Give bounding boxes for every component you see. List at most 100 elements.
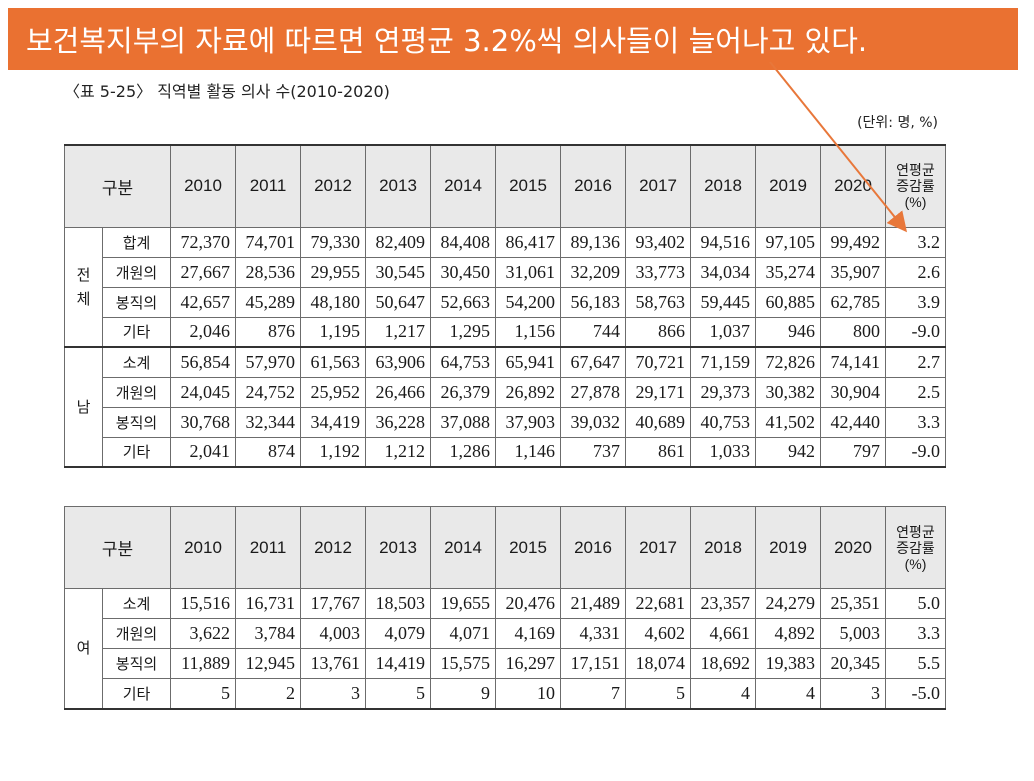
row-group-char: 체 — [76, 289, 91, 308]
cell-value: 4,661 — [690, 618, 756, 649]
cell-value: 36,228 — [365, 406, 431, 438]
table-header-row: 구분 2010 2011 2012 2013 2014 2015 2016 2017 2018 20… — [64, 144, 946, 228]
cell-value: 29,171 — [625, 376, 691, 408]
cell-value: 18,503 — [365, 588, 431, 619]
row-category: 봉직의 — [102, 648, 171, 679]
cell-value: 17,151 — [560, 648, 626, 679]
cell-value: 800 — [820, 316, 886, 348]
cell-value: 866 — [625, 316, 691, 348]
header-year: 2017 — [625, 506, 691, 589]
cell-value: 4 — [690, 678, 756, 709]
cell-avg-growth: 5.5 — [885, 648, 946, 679]
cell-value: 26,892 — [495, 376, 561, 408]
table-row: 봉직의 42,657 45,289 48,180 50,647 52,663 54,200 5… — [65, 286, 946, 318]
header-year: 2015 — [495, 506, 561, 589]
cell-value: 876 — [235, 316, 301, 348]
cell-value: 1,286 — [430, 436, 496, 468]
row-group-char: 여 — [76, 639, 91, 658]
cell-value: 9 — [430, 678, 496, 709]
cell-value: 4,169 — [495, 618, 561, 649]
cell-value: 19,655 — [430, 588, 496, 619]
cell-value: 61,563 — [300, 346, 366, 378]
row-group-char: 전 — [76, 265, 91, 284]
cell-value: 58,763 — [625, 286, 691, 318]
cell-value: 64,753 — [430, 346, 496, 378]
header-avg-line: 연평균 — [896, 523, 935, 540]
cell-value: 97,105 — [755, 226, 821, 258]
table-physicians-female: 구분 2010 2011 2012 2013 2014 2015 2016 2017 2018 20… — [64, 506, 946, 710]
cell-value: 4,071 — [430, 618, 496, 649]
header-year: 2015 — [495, 144, 561, 228]
header-avg-line: 증감률 — [896, 178, 935, 195]
cell-value: 62,785 — [820, 286, 886, 318]
cell-value: 63,906 — [365, 346, 431, 378]
row-category: 봉직의 — [102, 286, 171, 318]
table-row: 기타 2,046 876 1,195 1,217 1,295 1,156 744 866 1,03… — [64, 316, 946, 348]
table-row: 개원의 3,622 3,784 4,003 4,079 4,071 4,169 4,331 4,… — [65, 618, 946, 649]
cell-value: 84,408 — [430, 226, 496, 258]
annotation-banner: 보건복지부의 자료에 따르면 연평균 3.2%씩 의사들이 늘어나고 있다. — [8, 8, 1018, 70]
cell-value: 40,689 — [625, 406, 691, 438]
header-year: 2018 — [690, 506, 756, 589]
cell-value: 5 — [365, 678, 431, 709]
cell-value: 56,854 — [170, 346, 236, 378]
cell-value: 946 — [755, 316, 821, 348]
header-avg-line: (%) — [904, 555, 927, 572]
cell-value: 737 — [560, 436, 626, 468]
cell-avg-growth: 3.3 — [885, 618, 946, 649]
table-row: 전 체 합계 72,370 74,701 79,330 82,409 84,408 86,417… — [64, 226, 946, 348]
cell-value: 45,289 — [235, 286, 301, 318]
cell-value: 1,192 — [300, 436, 366, 468]
cell-value: 5 — [170, 678, 236, 709]
cell-avg-growth: -9.0 — [885, 316, 946, 348]
cell-value: 35,274 — [755, 256, 821, 288]
cell-value: 4,003 — [300, 618, 366, 649]
table-caption: 〈표 5-25〉 직역별 활동 의사 수(2010-2020) — [64, 82, 390, 101]
row-category: 개원의 — [102, 376, 171, 408]
header-year: 2012 — [300, 144, 366, 228]
header-year: 2011 — [235, 144, 301, 228]
row-category: 기타 — [102, 316, 171, 348]
cell-value: 30,768 — [170, 406, 236, 438]
cell-value: 1,146 — [495, 436, 561, 468]
cell-value: 1,037 — [690, 316, 756, 348]
cell-avg-growth: 2.6 — [885, 256, 946, 288]
cell-value: 40,753 — [690, 406, 756, 438]
row-category: 봉직의 — [102, 406, 171, 438]
table-header-row: 구분 2010 2011 2012 2013 2014 2015 2016 2017 2018 20… — [64, 506, 946, 589]
header-year: 2020 — [820, 144, 886, 228]
cell-value: 4 — [755, 678, 821, 709]
cell-value: 30,450 — [430, 256, 496, 288]
cell-avg-growth: -9.0 — [885, 436, 946, 468]
cell-value: 54,200 — [495, 286, 561, 318]
cell-value: 3 — [820, 678, 886, 709]
cell-value: 2,041 — [170, 436, 236, 468]
cell-avg-growth: 2.5 — [885, 376, 946, 408]
row-group-char: 남 — [76, 398, 91, 416]
cell-value: 4,602 — [625, 618, 691, 649]
cell-avg-growth: 3.9 — [885, 286, 946, 318]
cell-value: 2,046 — [170, 316, 236, 348]
cell-value: 35,907 — [820, 256, 886, 288]
header-year: 2016 — [560, 144, 626, 228]
cell-value: 30,904 — [820, 376, 886, 408]
header-avg-growth: 연평균 증감률 (%) — [885, 506, 946, 589]
cell-value: 34,034 — [690, 256, 756, 288]
table-physicians-total-male: 구분 2010 2011 2012 2013 2014 2015 2016 2017 2018 20… — [64, 144, 946, 468]
cell-value: 1,033 — [690, 436, 756, 468]
cell-value: 86,417 — [495, 226, 561, 258]
cell-avg-growth: 5.0 — [885, 588, 946, 619]
cell-value: 23,357 — [690, 588, 756, 619]
cell-value: 93,402 — [625, 226, 691, 258]
cell-value: 15,575 — [430, 648, 496, 679]
cell-value: 15,516 — [170, 588, 236, 619]
cell-value: 79,330 — [300, 226, 366, 258]
cell-value: 33,773 — [625, 256, 691, 288]
cell-value: 1,156 — [495, 316, 561, 348]
cell-value: 10 — [495, 678, 561, 709]
cell-value: 52,663 — [430, 286, 496, 318]
cell-value: 37,088 — [430, 406, 496, 438]
cell-value: 30,545 — [365, 256, 431, 288]
header-year: 2019 — [755, 506, 821, 589]
cell-value: 32,344 — [235, 406, 301, 438]
